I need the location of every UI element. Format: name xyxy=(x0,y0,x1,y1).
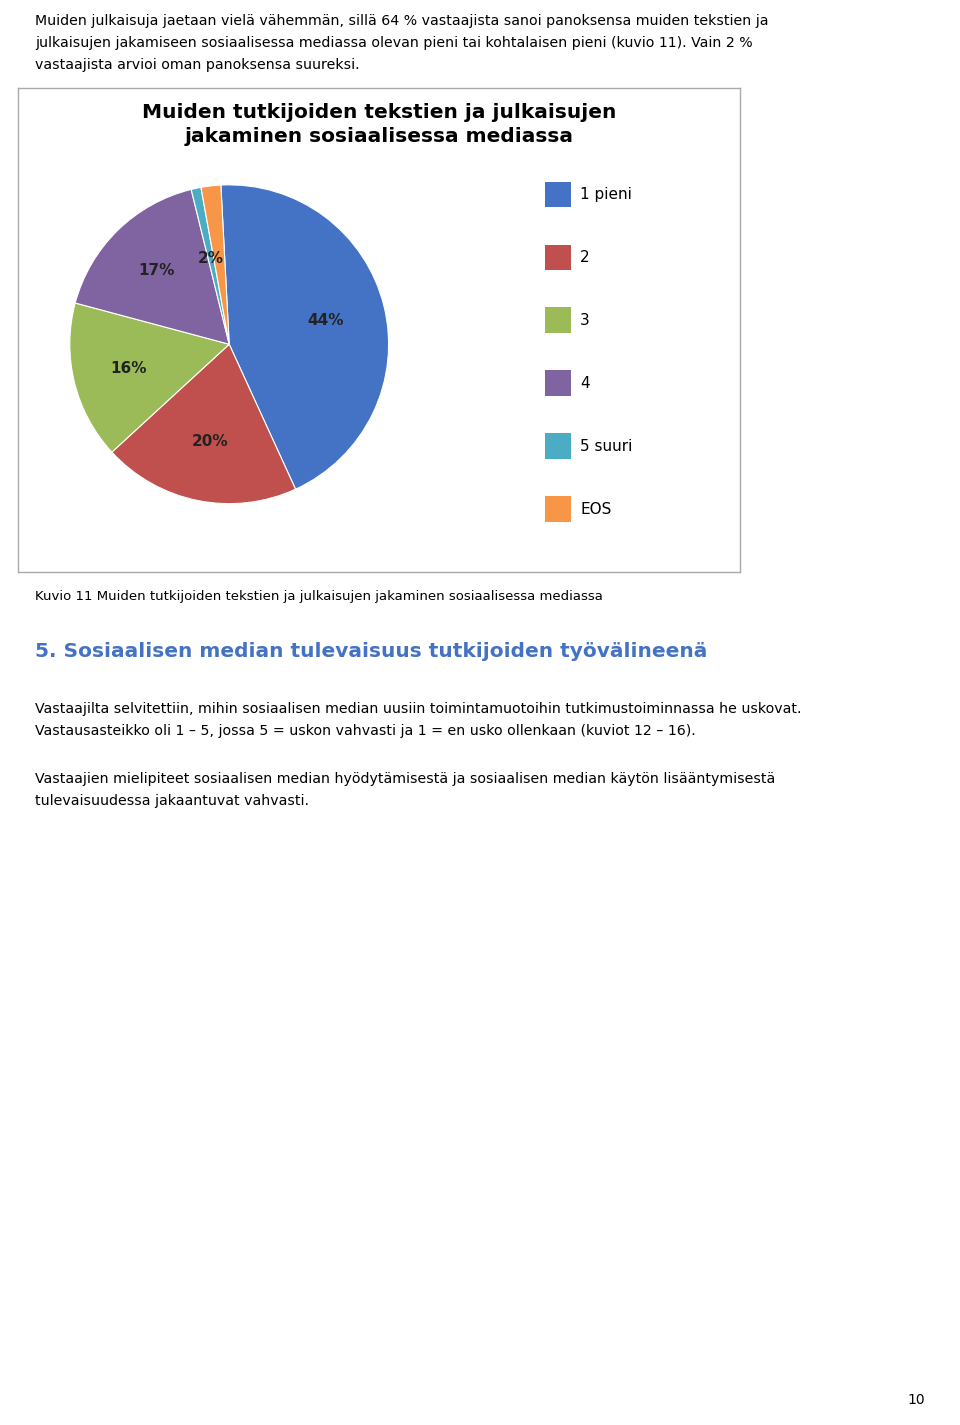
Text: julkaisujen jakamiseen sosiaalisessa mediassa olevan pieni tai kohtalaisen pieni: julkaisujen jakamiseen sosiaalisessa med… xyxy=(35,36,753,50)
Wedge shape xyxy=(112,345,296,503)
Wedge shape xyxy=(201,185,229,345)
Text: 44%: 44% xyxy=(307,314,344,328)
Wedge shape xyxy=(70,304,229,452)
Text: vastaajista arvioi oman panoksensa suureksi.: vastaajista arvioi oman panoksensa suure… xyxy=(35,58,360,73)
Wedge shape xyxy=(191,187,229,345)
Text: 2: 2 xyxy=(580,249,590,265)
Text: 2%: 2% xyxy=(198,251,224,266)
Text: Vastausasteikko oli 1 – 5, jossa 5 = uskon vahvasti ja 1 = en usko ollenkaan (ku: Vastausasteikko oli 1 – 5, jossa 5 = usk… xyxy=(35,724,696,738)
Text: 4: 4 xyxy=(580,376,590,390)
Text: Vastaajien mielipiteet sosiaalisen median hyödytämisestä ja sosiaalisen median k: Vastaajien mielipiteet sosiaalisen media… xyxy=(35,772,776,787)
Wedge shape xyxy=(221,185,389,489)
Text: 10: 10 xyxy=(907,1394,925,1406)
Text: tulevaisuudessa jakaantuvat vahvasti.: tulevaisuudessa jakaantuvat vahvasti. xyxy=(35,794,309,808)
Wedge shape xyxy=(75,190,229,345)
Text: 3: 3 xyxy=(580,314,590,328)
Text: Muiden julkaisuja jaetaan vielä vähemmän, sillä 64 % vastaajista sanoi panoksens: Muiden julkaisuja jaetaan vielä vähemmän… xyxy=(35,14,769,28)
Text: Vastaajilta selvitettiin, mihin sosiaalisen median uusiin toimintamuotoihin tutk: Vastaajilta selvitettiin, mihin sosiaali… xyxy=(35,703,802,715)
Text: EOS: EOS xyxy=(580,502,612,517)
Text: 17%: 17% xyxy=(138,262,175,278)
Text: Kuvio 11 Muiden tutkijoiden tekstien ja julkaisujen jakaminen sosiaalisessa medi: Kuvio 11 Muiden tutkijoiden tekstien ja … xyxy=(35,590,603,603)
Text: 20%: 20% xyxy=(191,433,228,449)
Text: 5 suuri: 5 suuri xyxy=(580,439,633,453)
Text: 5. Sosiaalisen median tulevaisuus tutkijoiden työvälineenä: 5. Sosiaalisen median tulevaisuus tutkij… xyxy=(35,643,708,661)
Text: 16%: 16% xyxy=(110,362,147,376)
Text: 1 pieni: 1 pieni xyxy=(580,187,633,202)
Text: Muiden tutkijoiden tekstien ja julkaisujen
jakaminen sosiaalisessa mediassa: Muiden tutkijoiden tekstien ja julkaisuj… xyxy=(142,103,616,145)
